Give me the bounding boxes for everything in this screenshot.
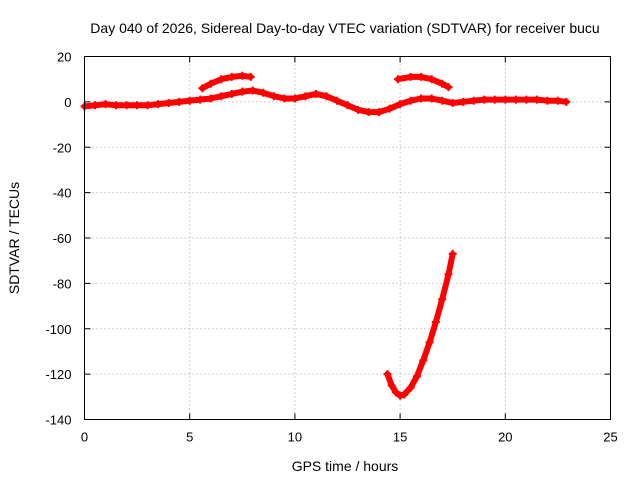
data-point-marker — [438, 96, 447, 105]
data-point-marker — [227, 89, 236, 98]
data-point-marker — [196, 95, 205, 104]
data-point-marker — [427, 94, 436, 103]
data-point-marker — [406, 96, 415, 105]
data-point-marker — [280, 94, 289, 103]
data-point-marker — [406, 383, 415, 392]
x-tick-label: 5 — [186, 430, 193, 445]
data-point-marker — [133, 101, 142, 110]
y-tick-label: -60 — [53, 231, 72, 246]
data-point-marker — [501, 95, 510, 104]
x-tick-label: 25 — [603, 430, 617, 445]
grid-lines — [84, 56, 611, 420]
series-upper-arc-1 — [198, 71, 255, 93]
series-main-band — [80, 86, 571, 117]
data-point-marker — [553, 96, 562, 105]
data-point-marker — [383, 370, 392, 379]
data-point-marker — [154, 100, 163, 109]
data-point-marker — [185, 96, 194, 105]
data-point-marker — [91, 101, 100, 110]
data-point-marker — [227, 72, 236, 81]
data-point-marker — [101, 100, 110, 109]
y-tick-label: -100 — [45, 322, 71, 337]
data-point-marker — [438, 295, 447, 304]
data-point-marker — [354, 105, 363, 114]
data-point-marker — [522, 95, 531, 104]
data-point-marker — [438, 79, 447, 88]
data-point-marker — [425, 338, 434, 347]
data-point-marker — [419, 356, 428, 365]
data-point-marker — [417, 72, 426, 81]
data-point-marker — [238, 71, 247, 80]
data-point-marker — [396, 391, 405, 400]
chart-title: Day 040 of 2026, Sidereal Day-to-day VTE… — [90, 20, 599, 36]
data-point-marker — [248, 86, 257, 95]
data-point-marker — [206, 79, 215, 88]
data-point-marker — [259, 88, 268, 97]
y-tick-label: -120 — [45, 367, 71, 382]
data-series — [80, 71, 571, 400]
y-tick-label: -40 — [53, 186, 72, 201]
data-point-marker — [198, 84, 207, 93]
data-point-marker — [301, 92, 310, 101]
data-point-marker — [206, 94, 215, 103]
data-point-marker — [164, 99, 173, 108]
data-point-marker — [217, 75, 226, 84]
y-axis-label: SDTVAR / TECUs — [6, 182, 22, 294]
y-tick-label: -20 — [53, 140, 72, 155]
data-point-marker — [490, 95, 499, 104]
data-point-marker — [444, 270, 453, 279]
data-point-marker — [375, 108, 384, 117]
data-point-marker — [343, 101, 352, 110]
x-axis-label: GPS time / hours — [292, 458, 399, 474]
data-point-marker — [143, 101, 152, 110]
data-point-marker — [385, 104, 394, 113]
data-point-marker — [290, 94, 299, 103]
data-point-marker — [427, 75, 436, 84]
data-point-marker — [217, 92, 226, 101]
data-point-marker — [332, 96, 341, 105]
data-point-marker — [543, 96, 552, 105]
data-point-marker — [269, 92, 278, 101]
data-point-marker — [431, 317, 440, 326]
y-tick-label: -140 — [45, 413, 71, 428]
x-tick-label: 15 — [393, 430, 407, 445]
data-point-marker — [122, 101, 131, 110]
data-point-marker — [417, 94, 426, 103]
data-point-marker — [444, 83, 453, 92]
data-point-marker — [391, 388, 400, 397]
y-tick-label: 0 — [64, 95, 71, 110]
axis-ticks: 0 5 10 15 20 25 20 0 -20 -40 -60 -80 -100 -120 -140 — [45, 50, 617, 445]
series-upper-arc-2 — [393, 72, 453, 92]
data-point-marker — [393, 75, 402, 84]
data-point-marker — [448, 249, 457, 258]
data-point-marker — [469, 96, 478, 105]
y-tick-label: -80 — [53, 276, 72, 291]
data-point-marker — [246, 72, 255, 81]
x-tick-label: 0 — [81, 430, 88, 445]
data-point-marker — [412, 372, 421, 381]
y-tick-label: 20 — [57, 50, 71, 65]
data-point-marker — [532, 95, 541, 104]
data-point-marker — [511, 95, 520, 104]
data-point-marker — [387, 381, 396, 390]
data-point-marker — [562, 97, 571, 106]
x-tick-label: 20 — [498, 430, 512, 445]
data-point-marker — [406, 72, 415, 81]
data-point-marker — [480, 95, 489, 104]
data-point-marker — [238, 87, 247, 96]
data-point-marker — [175, 97, 184, 106]
data-point-marker — [322, 92, 331, 101]
data-point-marker — [112, 101, 121, 110]
data-point-marker — [448, 99, 457, 108]
data-point-marker — [311, 89, 320, 98]
data-point-marker — [459, 97, 468, 106]
data-point-marker — [400, 390, 409, 399]
data-point-marker — [364, 108, 373, 117]
data-point-marker — [396, 100, 405, 109]
series-deep-dip — [383, 249, 457, 400]
x-tick-label: 10 — [288, 430, 302, 445]
